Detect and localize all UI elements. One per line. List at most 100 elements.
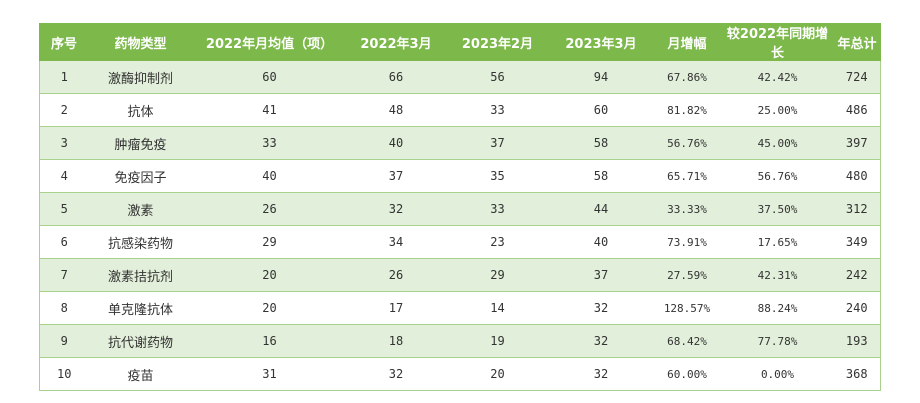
cell-2023-feb: 14 [445, 291, 550, 325]
table-row: 5 激素 26 32 33 44 33.33% 37.50% 312 [39, 192, 881, 226]
cell-drug-type: 抗体 [88, 93, 193, 127]
cell-drug-type: 激素 [88, 192, 193, 226]
cell-2022-mar: 48 [346, 93, 446, 127]
cell-drug-type: 抗代谢药物 [88, 324, 193, 358]
cell-2022-mar: 40 [346, 126, 446, 160]
cell-drug-type: 单克隆抗体 [88, 291, 193, 325]
cell-yoy-growth: 37.50% [721, 192, 834, 226]
cell-2023-mar: 32 [549, 357, 653, 391]
table-row: 1 激酶抑制剂 60 66 56 94 67.86% 42.42% 724 [39, 61, 881, 94]
cell-index: 4 [39, 159, 89, 193]
cell-2022-monthly-avg: 16 [192, 324, 347, 358]
cell-2023-feb: 33 [445, 192, 550, 226]
table-row: 7 激素拮抗剂 20 26 29 37 27.59% 42.31% 242 [39, 258, 881, 292]
table-header-row: 序号 药物类型 2022年月均值（项） 2022年3月 2023年2月 2023… [39, 23, 881, 61]
cell-monthly-growth: 33.33% [652, 192, 722, 226]
table-row: 9 抗代谢药物 16 18 19 32 68.42% 77.78% 193 [39, 324, 881, 358]
cell-2023-feb: 29 [445, 258, 550, 292]
cell-annual-total: 193 [833, 324, 881, 358]
cell-2023-feb: 35 [445, 159, 550, 193]
header-2022-mar: 2022年3月 [346, 23, 446, 61]
cell-index: 3 [39, 126, 89, 160]
header-annual-total: 年总计 [833, 23, 881, 61]
cell-2023-mar: 40 [549, 225, 653, 259]
cell-annual-total: 242 [833, 258, 881, 292]
table-row: 10 疫苗 31 32 20 32 60.00% 0.00% 368 [39, 357, 881, 391]
table-body: 1 激酶抑制剂 60 66 56 94 67.86% 42.42% 724 2 抗体 41 48 33 60… [39, 61, 881, 391]
cell-drug-type: 疫苗 [88, 357, 193, 391]
cell-monthly-growth: 60.00% [652, 357, 722, 391]
drug-type-table: 序号 药物类型 2022年月均值（项） 2022年3月 2023年2月 2023… [39, 23, 881, 391]
cell-annual-total: 349 [833, 225, 881, 259]
cell-index: 9 [39, 324, 89, 358]
cell-2023-mar: 58 [549, 159, 653, 193]
cell-drug-type: 肿瘤免疫 [88, 126, 193, 160]
cell-2023-mar: 60 [549, 93, 653, 127]
cell-yoy-growth: 17.65% [721, 225, 834, 259]
cell-yoy-growth: 56.76% [721, 159, 834, 193]
cell-drug-type: 抗感染药物 [88, 225, 193, 259]
cell-2022-mar: 32 [346, 192, 446, 226]
cell-yoy-growth: 0.00% [721, 357, 834, 391]
cell-drug-type: 激酶抑制剂 [88, 61, 193, 94]
drug-type-table-container: 序号 药物类型 2022年月均值（项） 2022年3月 2023年2月 2023… [39, 23, 881, 391]
cell-drug-type: 激素拮抗剂 [88, 258, 193, 292]
cell-2022-monthly-avg: 20 [192, 291, 347, 325]
cell-monthly-growth: 68.42% [652, 324, 722, 358]
cell-2022-monthly-avg: 20 [192, 258, 347, 292]
cell-2022-mar: 37 [346, 159, 446, 193]
cell-monthly-growth: 67.86% [652, 61, 722, 94]
cell-annual-total: 368 [833, 357, 881, 391]
cell-annual-total: 240 [833, 291, 881, 325]
cell-2023-feb: 37 [445, 126, 550, 160]
cell-monthly-growth: 73.91% [652, 225, 722, 259]
cell-2023-feb: 23 [445, 225, 550, 259]
cell-annual-total: 397 [833, 126, 881, 160]
cell-annual-total: 480 [833, 159, 881, 193]
cell-2022-mar: 26 [346, 258, 446, 292]
cell-2022-monthly-avg: 41 [192, 93, 347, 127]
cell-2023-mar: 58 [549, 126, 653, 160]
header-monthly-growth: 月增幅 [652, 23, 722, 61]
cell-2022-monthly-avg: 40 [192, 159, 347, 193]
cell-2022-mar: 32 [346, 357, 446, 391]
table-row: 3 肿瘤免疫 33 40 37 58 56.76% 45.00% 397 [39, 126, 881, 160]
cell-yoy-growth: 42.42% [721, 61, 834, 94]
cell-yoy-growth: 77.78% [721, 324, 834, 358]
cell-2022-mar: 18 [346, 324, 446, 358]
cell-annual-total: 486 [833, 93, 881, 127]
cell-monthly-growth: 56.76% [652, 126, 722, 160]
cell-2022-monthly-avg: 31 [192, 357, 347, 391]
cell-yoy-growth: 45.00% [721, 126, 834, 160]
cell-monthly-growth: 27.59% [652, 258, 722, 292]
cell-annual-total: 312 [833, 192, 881, 226]
cell-2023-feb: 56 [445, 61, 550, 94]
cell-2022-mar: 34 [346, 225, 446, 259]
cell-index: 6 [39, 225, 89, 259]
table-row: 4 免疫因子 40 37 35 58 65.71% 56.76% 480 [39, 159, 881, 193]
cell-index: 1 [39, 61, 89, 94]
cell-2023-feb: 19 [445, 324, 550, 358]
cell-index: 7 [39, 258, 89, 292]
cell-2023-mar: 44 [549, 192, 653, 226]
cell-2022-monthly-avg: 26 [192, 192, 347, 226]
cell-annual-total: 724 [833, 61, 881, 94]
cell-index: 8 [39, 291, 89, 325]
cell-2023-mar: 32 [549, 324, 653, 358]
cell-2023-mar: 37 [549, 258, 653, 292]
header-2023-feb: 2023年2月 [445, 23, 550, 61]
cell-index: 10 [39, 357, 89, 391]
cell-monthly-growth: 65.71% [652, 159, 722, 193]
table-row: 2 抗体 41 48 33 60 81.82% 25.00% 486 [39, 93, 881, 127]
cell-index: 5 [39, 192, 89, 226]
cell-2023-mar: 94 [549, 61, 653, 94]
cell-2022-mar: 66 [346, 61, 446, 94]
cell-2022-mar: 17 [346, 291, 446, 325]
table-row: 6 抗感染药物 29 34 23 40 73.91% 17.65% 349 [39, 225, 881, 259]
cell-2023-feb: 20 [445, 357, 550, 391]
header-yoy-growth: 较2022年同期增长 [721, 23, 834, 61]
cell-2022-monthly-avg: 29 [192, 225, 347, 259]
cell-2023-feb: 33 [445, 93, 550, 127]
cell-monthly-growth: 128.57% [652, 291, 722, 325]
cell-2023-mar: 32 [549, 291, 653, 325]
